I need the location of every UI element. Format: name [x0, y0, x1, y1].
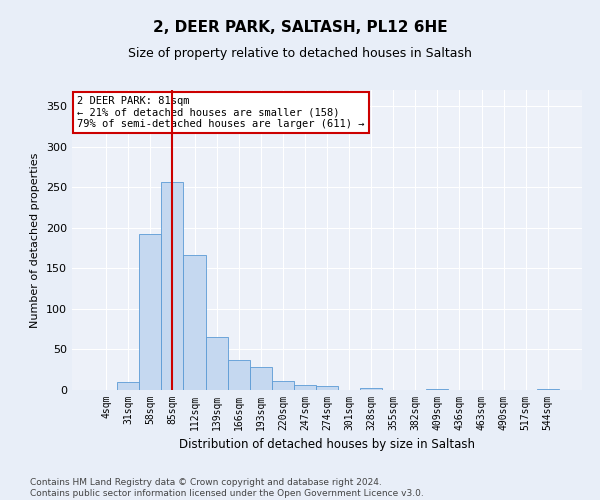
Bar — [184, 254, 206, 390]
Text: Size of property relative to detached houses in Saltash: Size of property relative to detached ho… — [128, 48, 472, 60]
Text: Contains HM Land Registry data © Crown copyright and database right 2024.
Contai: Contains HM Land Registry data © Crown c… — [30, 478, 424, 498]
Bar — [139, 234, 161, 390]
Y-axis label: Number of detached properties: Number of detached properties — [31, 152, 40, 328]
Bar — [427, 389, 448, 390]
X-axis label: Distribution of detached houses by size in Saltash: Distribution of detached houses by size … — [179, 438, 475, 452]
Bar — [360, 388, 382, 390]
Text: 2, DEER PARK, SALTASH, PL12 6HE: 2, DEER PARK, SALTASH, PL12 6HE — [152, 20, 448, 35]
Bar — [294, 385, 316, 390]
Bar — [206, 338, 227, 390]
Bar — [117, 382, 139, 390]
Bar — [227, 360, 250, 390]
Bar — [316, 386, 338, 390]
Bar — [250, 368, 272, 390]
Text: 2 DEER PARK: 81sqm
← 21% of detached houses are smaller (158)
79% of semi-detach: 2 DEER PARK: 81sqm ← 21% of detached hou… — [77, 96, 365, 129]
Bar — [272, 381, 294, 390]
Bar — [537, 389, 559, 390]
Bar — [161, 182, 184, 390]
